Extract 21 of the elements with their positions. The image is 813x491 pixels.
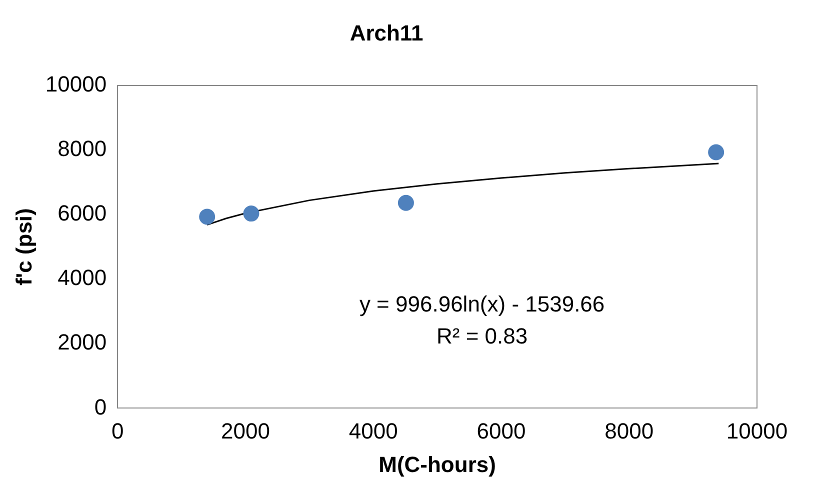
y-tick-label: 4000 [58,265,107,290]
x-axis-title: M(C-hours) [378,452,496,477]
y-tick-label: 2000 [58,330,107,355]
y-tick-label: 10000 [45,71,107,96]
x-tick-label: 6000 [476,418,526,444]
x-tick-label: 4000 [348,418,398,444]
y-tick-label: 8000 [58,136,107,162]
y-tick-label: 6000 [58,200,107,226]
point [243,206,260,222]
y-axis-title: f'c (psi) [11,208,36,286]
x-tick-label: 10000 [726,418,788,444]
x-tick-label: 0 [111,418,124,444]
x-tick-label: 8000 [604,418,654,444]
point [398,194,414,211]
y-tick-label: 0 [94,394,107,420]
x-tick-label: 2000 [220,418,270,444]
chart-title: Arch11 [350,20,424,46]
annotation: y = 996.96ln(x) - 1539.66 [359,291,605,316]
annotation: R² = 0.83 [436,323,528,348]
point [708,144,724,160]
point [199,208,216,225]
